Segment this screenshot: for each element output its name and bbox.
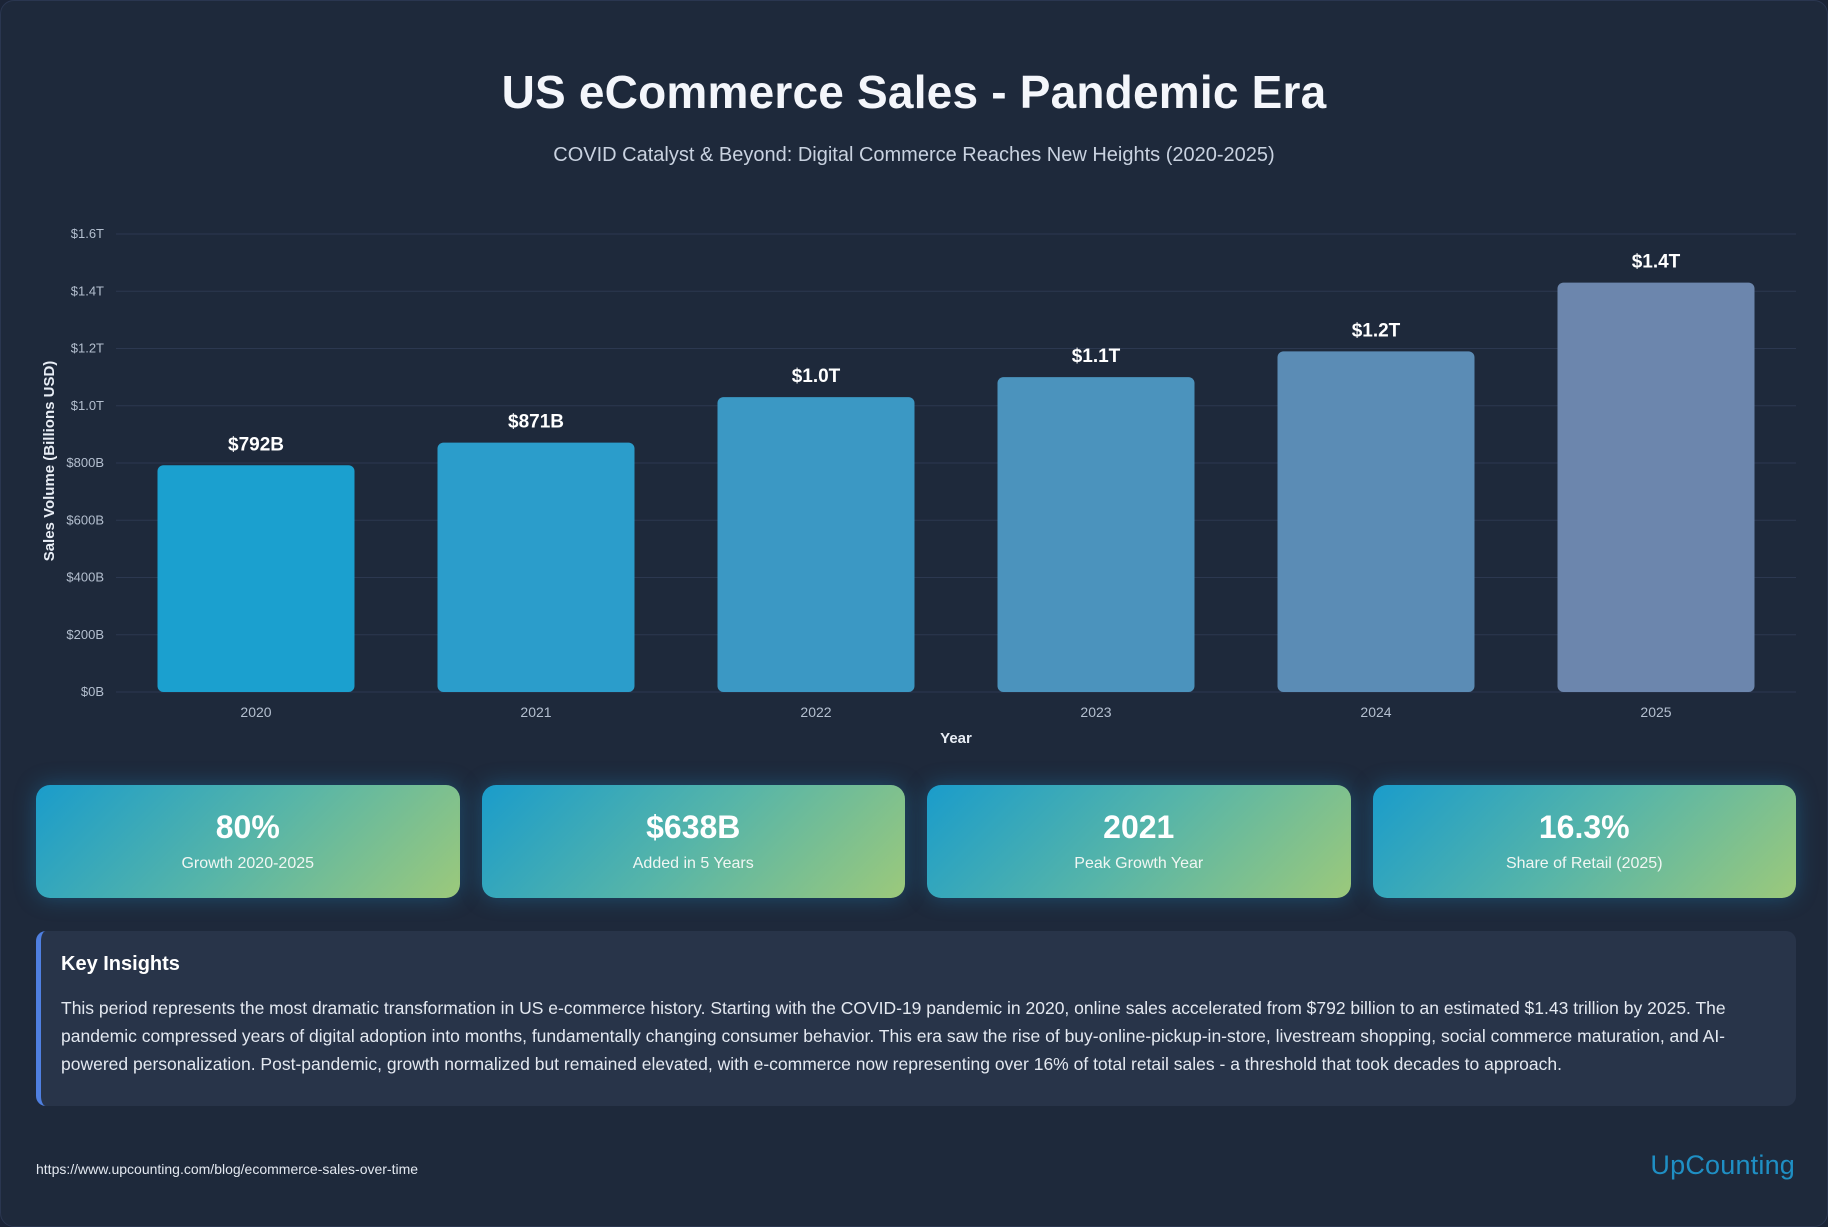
y-tick-label: $600B: [66, 512, 104, 527]
stat-label: Growth 2020-2025: [181, 855, 315, 873]
bar-value-label: $1.1T: [1072, 346, 1121, 367]
y-tick-label: $800B: [66, 455, 104, 470]
bar-chart: $0B $200B $400B $600B $800B $1.0T $1.2T $1.4T $1…: [41, 226, 1796, 747]
x-tick-label: 2024: [1360, 704, 1391, 720]
bar-2024: [1277, 351, 1475, 692]
y-tick-label: $200B: [66, 627, 104, 642]
stat-label: Share of Retail (2025): [1505, 855, 1663, 873]
x-tick-label: 2020: [240, 704, 271, 720]
y-tick-label: $1.2T: [71, 341, 104, 356]
y-tick-label: $1.6T: [71, 226, 104, 241]
stat-label: Peak Growth Year: [1074, 855, 1204, 873]
bar-2022: [717, 397, 915, 692]
x-tick-label: 2022: [800, 704, 831, 720]
stat-value: 80%: [215, 808, 280, 845]
y-tick-label: $1.0T: [71, 398, 104, 413]
insights-title: Key Insights: [61, 953, 180, 975]
y-tick-label: $400B: [66, 570, 104, 585]
bar-value-labels: $792B $871B $1.0T $1.1T $1.2T $1.4T: [228, 252, 1681, 456]
x-tick-label: 2025: [1640, 704, 1671, 720]
y-tick-label: $0B: [81, 684, 104, 699]
bar-value-label: $1.0T: [792, 366, 841, 387]
x-tick-label: 2023: [1080, 704, 1111, 720]
x-axis-title: Year: [940, 730, 972, 747]
x-tick-label: 2021: [520, 704, 551, 720]
bar-2021: [437, 442, 635, 692]
y-axis-ticks: $0B $200B $400B $600B $800B $1.0T $1.2T $1.4T $1…: [66, 226, 104, 699]
stat-card-added: $638B Added in 5 Years: [481, 785, 905, 898]
bar-2025: [1557, 282, 1755, 692]
x-axis-ticks: 2020 2021 2022 2023 2024 2025: [240, 704, 1671, 720]
page-title: US eCommerce Sales - Pandemic Era: [501, 66, 1327, 118]
bar-value-label: $871B: [508, 412, 564, 433]
bar-value-label: $792B: [228, 434, 284, 455]
y-tick-label: $1.4T: [71, 283, 104, 298]
gridlines: [116, 233, 1796, 693]
stat-value: 2021: [1103, 808, 1175, 845]
bar-value-label: $1.2T: [1352, 320, 1401, 341]
insights-body: This period represents the most dramatic…: [61, 998, 1726, 1074]
stat-card-retail-share: 16.3% Share of Retail (2025): [1372, 785, 1796, 898]
source-url: https://www.upcounting.com/blog/ecommerc…: [36, 1161, 419, 1177]
bars: [157, 282, 1755, 692]
stat-card-growth: 80% Growth 2020-2025: [36, 785, 460, 898]
bar-2020: [157, 465, 355, 692]
brand-logo: UpCounting: [1650, 1150, 1795, 1180]
stat-label: Added in 5 Years: [632, 855, 754, 873]
y-axis-title: Sales Volume (Billions USD): [41, 361, 58, 562]
bar-value-label: $1.4T: [1632, 252, 1681, 273]
stats-row: 80% Growth 2020-2025 $638B Added in 5 Ye…: [36, 785, 1796, 898]
stat-value: $638B: [646, 808, 741, 845]
stat-value: 16.3%: [1538, 808, 1630, 845]
page-subtitle: COVID Catalyst & Beyond: Digital Commerc…: [553, 144, 1275, 166]
stat-card-peak-year: 2021 Peak Growth Year: [927, 785, 1351, 898]
key-insights-panel: Key Insights This period represents the …: [36, 931, 1796, 1106]
bar-2023: [997, 377, 1195, 692]
